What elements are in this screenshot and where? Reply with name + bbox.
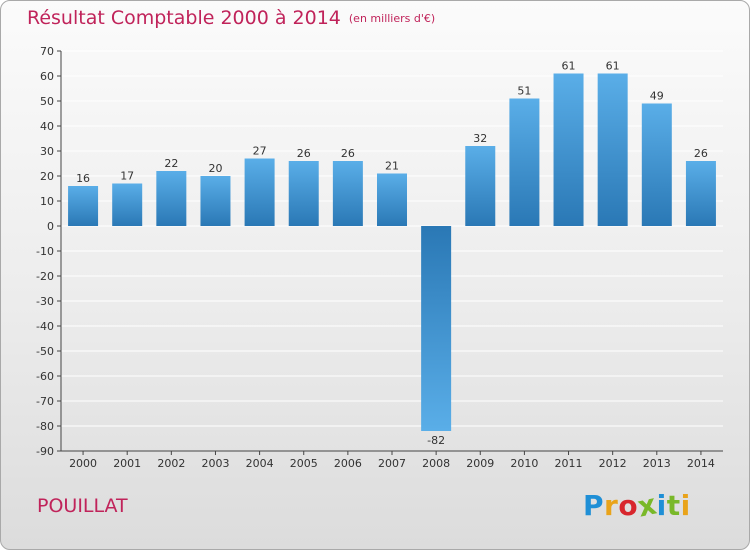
data-label: 17 bbox=[120, 170, 134, 183]
data-label: 61 bbox=[562, 60, 576, 73]
y-tick-label: 60 bbox=[40, 70, 54, 83]
data-label: 20 bbox=[208, 162, 222, 175]
x-tick-label: 2005 bbox=[290, 457, 318, 470]
x-tick-label: 2003 bbox=[201, 457, 229, 470]
bar bbox=[288, 161, 319, 226]
data-label: 16 bbox=[76, 172, 90, 185]
chart-title: Résultat Comptable 2000 à 2014 (en millie… bbox=[27, 7, 435, 29]
logo-letter: P bbox=[583, 489, 605, 522]
bar bbox=[244, 158, 275, 226]
logo-letter: t bbox=[666, 489, 681, 522]
logo-letter: r bbox=[604, 489, 619, 522]
x-tick-label: 2000 bbox=[69, 457, 97, 470]
data-label: 26 bbox=[297, 147, 311, 160]
x-tick-label: 2007 bbox=[378, 457, 406, 470]
y-tick-label: -80 bbox=[36, 420, 54, 433]
y-tick-label: -20 bbox=[36, 270, 54, 283]
bar bbox=[112, 183, 143, 226]
y-tick-label: 10 bbox=[40, 195, 54, 208]
x-tick-label: 2012 bbox=[599, 457, 627, 470]
bar bbox=[332, 161, 363, 226]
bar bbox=[377, 173, 407, 226]
x-tick-label: 2014 bbox=[687, 457, 715, 470]
logo-letter: i bbox=[680, 489, 691, 522]
bar bbox=[641, 103, 672, 226]
y-tick-label: 50 bbox=[40, 95, 54, 108]
x-tick-label: 2009 bbox=[466, 457, 494, 470]
data-label: -82 bbox=[427, 434, 445, 447]
data-label: 32 bbox=[473, 132, 487, 145]
y-tick-label: -50 bbox=[36, 345, 54, 358]
data-label: 21 bbox=[385, 160, 399, 173]
commune-name: POUILLAT bbox=[37, 495, 128, 517]
x-tick-label: 2008 bbox=[422, 457, 450, 470]
x-tick-label: 2004 bbox=[246, 457, 274, 470]
bar bbox=[553, 73, 584, 226]
y-tick-label: 30 bbox=[40, 145, 54, 158]
x-tick-label: 2001 bbox=[113, 457, 141, 470]
data-label: 61 bbox=[606, 60, 620, 73]
data-label: 27 bbox=[253, 145, 267, 158]
chart-subtitle: (en milliers d'€) bbox=[348, 12, 436, 25]
chart-title-text: Résultat Comptable 2000 à 2014 bbox=[27, 7, 341, 29]
bar bbox=[200, 176, 231, 226]
x-tick-label: 2011 bbox=[555, 457, 583, 470]
proxiti-logo: Proxiti bbox=[583, 487, 691, 523]
y-tick-label: -40 bbox=[36, 320, 54, 333]
logo-letter: i bbox=[656, 489, 667, 522]
data-label: 26 bbox=[694, 147, 708, 160]
bar bbox=[68, 186, 99, 226]
x-tick-label: 2013 bbox=[643, 457, 671, 470]
x-tick-label: 2002 bbox=[157, 457, 185, 470]
bar bbox=[509, 98, 540, 226]
bar bbox=[597, 73, 628, 226]
bar bbox=[156, 171, 187, 226]
data-label: 49 bbox=[650, 90, 664, 103]
y-tick-label: 70 bbox=[40, 45, 54, 58]
y-tick-label: -90 bbox=[36, 445, 54, 458]
bar bbox=[421, 226, 452, 431]
data-label: 26 bbox=[341, 147, 355, 160]
bar bbox=[465, 146, 496, 226]
y-tick-label: -70 bbox=[36, 395, 54, 408]
x-tick-label: 2006 bbox=[334, 457, 362, 470]
data-label: 51 bbox=[517, 85, 531, 98]
y-tick-label: 40 bbox=[40, 120, 54, 133]
y-tick-label: 0 bbox=[47, 220, 54, 233]
y-tick-label: -30 bbox=[36, 295, 54, 308]
data-label: 22 bbox=[164, 157, 178, 170]
y-tick-label: -10 bbox=[36, 245, 54, 258]
logo-letter: o bbox=[618, 489, 639, 522]
y-tick-label: -60 bbox=[36, 370, 54, 383]
y-tick-label: 20 bbox=[40, 170, 54, 183]
bar bbox=[685, 161, 716, 226]
x-tick-label: 2010 bbox=[510, 457, 538, 470]
